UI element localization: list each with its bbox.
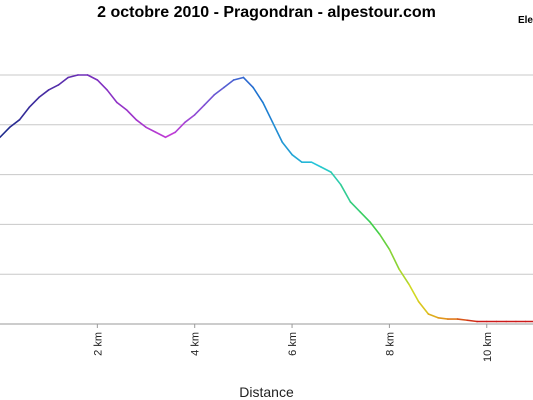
x-tick-label-10: 10 km <box>482 332 494 362</box>
elevation-segment-40 <box>388 248 400 271</box>
elevation-segment-18 <box>174 121 186 134</box>
elevation-segment-11 <box>106 89 118 104</box>
elevation-segment-13 <box>125 109 138 121</box>
elevation-segment-36 <box>349 201 362 213</box>
elevation-segment-23 <box>223 79 235 89</box>
elevation-segment-15 <box>145 126 157 134</box>
elevation-segment-19 <box>184 114 196 124</box>
x-tick-label-6: 6 km <box>287 332 299 356</box>
elevation-segment-45 <box>437 316 449 320</box>
elevation-segment-28 <box>271 121 284 144</box>
legend-label: Ele <box>517 15 533 26</box>
series <box>0 74 533 323</box>
elevation-segment-41 <box>398 268 410 285</box>
elevation-segment-1 <box>8 119 21 129</box>
elevation-segment-21 <box>203 94 215 106</box>
elevation-segment-35 <box>339 183 352 203</box>
elevation-segment-43 <box>417 300 430 315</box>
elevation-segment-39 <box>378 233 391 251</box>
elevation-segment-14 <box>135 119 147 129</box>
elevation-segment-42 <box>408 283 420 303</box>
elevation-segment-4 <box>38 89 50 99</box>
elevation-segment-2 <box>18 106 31 121</box>
x-axis-label: Distance <box>239 384 294 400</box>
elevation-segment-3 <box>28 96 40 109</box>
elevation-segment-47 <box>456 318 469 322</box>
elevation-segment-33 <box>320 166 332 173</box>
elevation-segment-17 <box>164 131 177 139</box>
elevation-segment-26 <box>252 86 264 104</box>
x-tick-label-2: 2 km <box>92 332 104 356</box>
elevation-segment-29 <box>281 141 293 156</box>
elevation-segment-5 <box>47 84 60 91</box>
elevation-segment-27 <box>262 101 274 124</box>
chart-title: 2 octobre 2010 - Pragondran - alpestour.… <box>97 4 436 21</box>
elevation-segment-0 <box>0 126 11 139</box>
grid <box>0 74 533 325</box>
elevation-segment-25 <box>242 76 254 89</box>
elevation-segment-37 <box>359 211 371 223</box>
elevation-segment-22 <box>213 86 225 96</box>
x-tick-label-8: 8 km <box>384 332 396 356</box>
elevation-segment-34 <box>330 171 342 186</box>
elevation-segment-44 <box>427 313 439 319</box>
elevation-segment-38 <box>369 221 381 236</box>
x-axis: 2 km 4 km 6 km 8 km 10 km <box>92 324 494 362</box>
elevation-segment-7 <box>67 74 79 79</box>
elevation-segment-6 <box>57 76 69 86</box>
elevation-segment-48 <box>466 319 478 323</box>
elevation-segment-12 <box>116 101 128 111</box>
elevation-segment-20 <box>193 104 206 116</box>
elevation-segment-32 <box>310 161 323 168</box>
elevation-segment-24 <box>232 76 245 81</box>
elevation-segment-9 <box>86 74 99 81</box>
elevation-segment-10 <box>96 79 108 91</box>
elevation-segment-30 <box>291 153 303 163</box>
x-tick-label-4: 4 km <box>190 332 202 356</box>
elevation-segment-16 <box>154 131 167 139</box>
